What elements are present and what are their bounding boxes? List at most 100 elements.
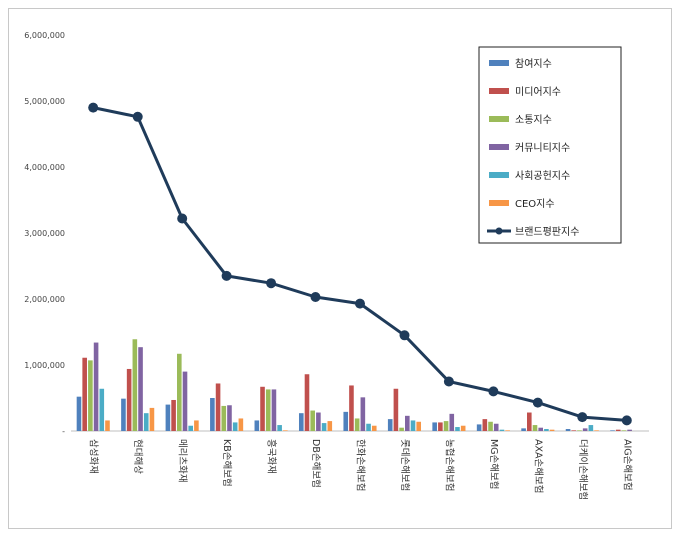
bar — [443, 421, 449, 431]
bar — [360, 397, 366, 431]
bar — [488, 421, 493, 431]
bar — [499, 429, 505, 431]
line-point — [132, 111, 143, 122]
bar — [254, 420, 260, 431]
bar — [283, 430, 288, 431]
bar — [405, 415, 410, 431]
bar — [277, 425, 282, 431]
line-point — [221, 270, 232, 281]
legend-swatch — [489, 200, 509, 206]
bar — [327, 421, 333, 431]
bar — [527, 412, 532, 431]
line-point — [310, 292, 321, 302]
bar — [621, 430, 627, 431]
x-category-label: 메리츠화재 — [177, 439, 188, 483]
bar — [165, 404, 171, 431]
x-category-label: KB손해보험 — [221, 439, 233, 487]
bar — [387, 419, 393, 431]
bar — [549, 429, 555, 431]
bar — [182, 371, 188, 431]
x-category-label: 농협손해보험 — [443, 439, 455, 491]
x-category-label: AIG손해보험 — [621, 439, 633, 491]
bar — [582, 428, 588, 431]
bar — [76, 396, 82, 431]
bar — [594, 430, 599, 431]
bar — [232, 422, 238, 431]
bar — [105, 420, 110, 431]
line-point — [443, 376, 454, 387]
bar — [521, 428, 526, 431]
bar — [588, 425, 594, 431]
brand-reputation-chart: - 1,000,000 2,000,000 3,000,000 4,000,000 5,0… — [24, 31, 649, 500]
bar — [455, 427, 460, 431]
x-category-label: 롯데손해보험 — [399, 439, 411, 491]
bar — [343, 411, 349, 431]
line-point — [532, 397, 543, 408]
bar — [349, 385, 354, 431]
bar — [177, 353, 182, 431]
bar — [126, 368, 132, 431]
bar — [171, 399, 176, 431]
bar — [627, 429, 632, 431]
bar — [571, 430, 577, 431]
bar — [544, 429, 549, 431]
bar — [227, 405, 232, 431]
x-axis: 삼성화재 현대해상 메리츠화재 KB손해보험 흥국화재 DB손해보험 한화손해보험 롯데손해보… — [88, 439, 634, 500]
x-category-label: 한화손해보험 — [355, 439, 367, 491]
y-tick-label: - — [62, 427, 65, 436]
bar — [538, 427, 543, 431]
bar — [393, 388, 399, 431]
bar — [121, 398, 126, 431]
bar — [194, 420, 199, 431]
legend-swatch — [489, 60, 509, 66]
legend-line-marker — [495, 227, 503, 235]
bar — [260, 386, 265, 431]
bar — [505, 430, 510, 431]
legend-label: 참여지수 — [515, 58, 552, 70]
x-category-label: MG손해보험 — [488, 439, 500, 490]
legend-label: 브랜드평판지수 — [515, 226, 579, 238]
bar — [132, 339, 138, 431]
legend-swatch — [489, 144, 509, 150]
y-tick-label: 6,000,000 — [24, 31, 65, 40]
bar — [188, 425, 193, 431]
legend-swatch — [489, 116, 509, 122]
bar — [210, 398, 215, 431]
bar — [460, 425, 466, 431]
legend-label: 소통지수 — [515, 114, 552, 126]
bar-series — [76, 339, 632, 431]
bar — [432, 422, 437, 431]
bar — [371, 425, 377, 431]
legend-swatch — [489, 88, 509, 94]
bar — [565, 429, 571, 431]
legend-label: CEO지수 — [515, 198, 555, 210]
bar — [265, 389, 271, 431]
bar — [143, 413, 149, 431]
bar — [82, 357, 87, 431]
bar — [88, 360, 93, 431]
chart-frame: - 1,000,000 2,000,000 3,000,000 4,000,000 5,0… — [8, 8, 672, 529]
bar — [577, 430, 582, 431]
line-point — [177, 213, 188, 224]
line-point — [266, 278, 277, 289]
y-tick-label: 4,000,000 — [24, 163, 65, 172]
bar — [215, 383, 221, 431]
x-category-label: DB손해보험 — [310, 439, 322, 488]
bar — [366, 423, 371, 431]
legend-label: 미디어지수 — [515, 86, 561, 98]
bar — [493, 423, 499, 431]
bar — [271, 389, 277, 431]
y-tick-label: 3,000,000 — [24, 229, 65, 238]
line-series — [88, 102, 632, 426]
y-tick-label: 5,000,000 — [24, 97, 65, 106]
bar — [416, 421, 422, 431]
bar — [99, 388, 105, 431]
bar — [316, 412, 321, 431]
line-point — [88, 102, 99, 113]
bar — [482, 419, 488, 431]
legend-label: 사회공헌지수 — [515, 170, 570, 182]
x-category-label: 흥국화재 — [266, 439, 278, 474]
bar — [221, 405, 227, 431]
x-category-label: AXA손해보험 — [532, 439, 544, 493]
bar — [149, 407, 155, 431]
